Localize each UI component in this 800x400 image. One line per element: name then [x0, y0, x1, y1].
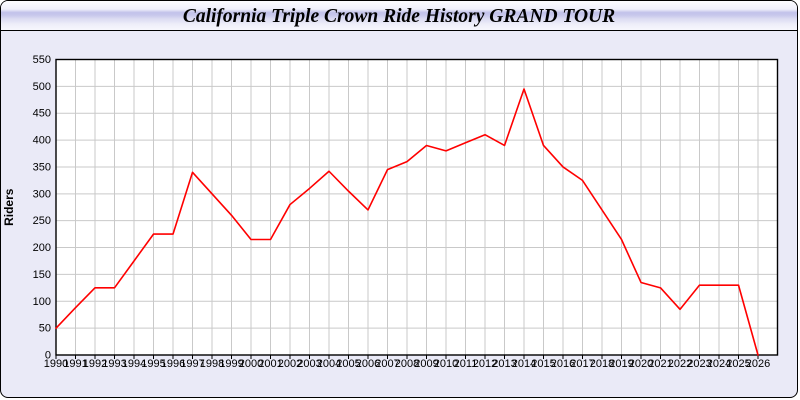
svg-text:100: 100 [33, 296, 51, 308]
svg-text:250: 250 [33, 215, 51, 227]
svg-text:200: 200 [33, 242, 51, 254]
svg-text:350: 350 [33, 161, 51, 173]
svg-text:550: 550 [33, 54, 51, 66]
svg-text:500: 500 [33, 81, 51, 93]
svg-text:150: 150 [33, 269, 51, 281]
svg-text:50: 50 [39, 323, 51, 335]
svg-text:2026: 2026 [746, 358, 770, 370]
svg-text:400: 400 [33, 135, 51, 147]
svg-text:300: 300 [33, 188, 51, 200]
svg-text:450: 450 [33, 108, 51, 120]
svg-text:Riders: Riders [2, 188, 16, 226]
